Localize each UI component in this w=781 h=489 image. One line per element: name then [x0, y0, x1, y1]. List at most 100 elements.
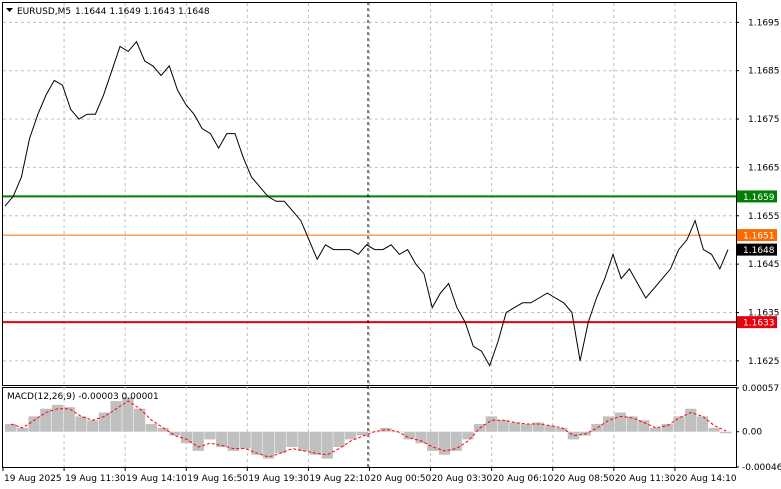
level-price-text: 1.1651	[743, 232, 775, 242]
x-tick-label: 19 Aug 19:30	[248, 474, 309, 484]
x-tick-label: 20 Aug 14:10	[676, 474, 737, 484]
symbol-label: EURUSD,M5	[17, 7, 71, 17]
macd-histogram-bar	[708, 427, 720, 432]
y-tick-label: 1.1665	[748, 163, 780, 173]
macd-histogram-bar	[5, 424, 17, 432]
macd-histogram-bar	[286, 431, 298, 448]
y-tick-label: 1.1655	[748, 212, 780, 222]
y-tick-label: 1.1625	[748, 357, 780, 367]
level-price-tag	[737, 316, 777, 329]
macd-histogram-bar	[626, 416, 638, 432]
macd-histogram-bar	[673, 416, 685, 432]
macd-tick-label: -0.00046	[742, 463, 781, 473]
time-axis[interactable]: 19 Aug 2025 19 Aug 11:30 19 Aug 14:10 19 Au…	[2, 467, 737, 484]
macd-histogram-bar	[110, 401, 122, 432]
macd-histogram-bar	[87, 420, 99, 432]
ohlc-readout: 1.1644 1.1649 1.1643 1.1648	[75, 7, 210, 17]
x-tick-label: 19 Aug 16:50	[187, 474, 248, 484]
triangle-down-icon[interactable]	[6, 8, 13, 12]
macd-histogram-bar	[239, 431, 251, 449]
macd-histogram-bar	[720, 431, 732, 434]
x-tick-label: 20 Aug 08:50	[554, 474, 615, 484]
horizontal-levels	[3, 195, 736, 324]
level-price-labels: 1.1659 1.1651 1.1633 1.1648	[737, 190, 777, 329]
macd-histogram-bar	[427, 431, 439, 451]
macd-histogram-bar	[157, 427, 169, 432]
macd-histogram-bar	[169, 431, 181, 436]
macd-histogram-bar	[51, 404, 64, 432]
macd-histogram-bar	[438, 431, 451, 455]
y-tick-label: 1.1675	[748, 115, 780, 125]
macd-histogram-bar	[380, 427, 392, 432]
macd-histogram-bar	[122, 397, 134, 432]
macd-histogram-bar	[75, 416, 87, 432]
level-price-tag	[737, 243, 777, 256]
macd-histogram-bar	[204, 431, 216, 440]
macd-signal-line	[10, 400, 727, 458]
macd-histogram-bar	[614, 412, 626, 432]
macd-histogram-bar	[98, 412, 111, 432]
macd-histogram-bar	[567, 431, 580, 440]
macd-histogram-bar	[274, 431, 286, 454]
macd-histogram-bar	[649, 427, 662, 432]
y-tick-label: 1.1645	[748, 260, 780, 270]
price-line	[4, 40, 729, 367]
x-tick-label: 20 Aug 03:30	[432, 474, 493, 484]
macd-histogram-bar	[603, 416, 615, 432]
x-tick-label: 20 Aug 00:50	[371, 474, 432, 484]
macd-histogram-bar	[532, 422, 544, 432]
macd-histogram-bar	[16, 427, 28, 432]
y-tick-label: 1.1695	[748, 18, 780, 28]
macd-histogram-bar	[638, 420, 650, 432]
macd-histogram-bar	[227, 431, 240, 451]
macd-histogram-bar	[497, 420, 509, 432]
macd-histogram-bar	[591, 424, 603, 432]
macd-histogram-bar	[333, 431, 345, 448]
macd-label: MACD(12,26,9) -0.00003 0.00001	[7, 392, 159, 402]
level-price-tag	[737, 229, 777, 242]
macd-histogram-bar	[544, 425, 556, 432]
x-tick-label: 20 Aug 06:10	[493, 474, 554, 484]
level-price-text: 1.1633	[743, 319, 775, 329]
macd-histogram-bar	[345, 431, 357, 440]
macd-histogram-bar	[262, 431, 275, 459]
level-price-text: 1.1648	[743, 246, 775, 256]
macd-histogram-bar	[520, 424, 533, 432]
y-tick-label: 1.1685	[748, 67, 780, 77]
macd-histogram-bar	[509, 422, 521, 432]
macd-histogram-bar	[298, 431, 310, 451]
macd-histogram-bar	[192, 431, 204, 451]
macd-histogram-bar	[462, 431, 474, 440]
price-series	[4, 40, 729, 367]
macd-histogram-bar	[251, 431, 263, 455]
grid-lines	[3, 3, 736, 467]
macd-histogram-bar	[28, 416, 40, 432]
level-price-text: 1.1659	[743, 193, 775, 203]
macd-histogram-bar	[145, 424, 157, 432]
macd-tick-label: 0.00057	[742, 384, 779, 394]
macd-histogram-bar	[40, 408, 52, 432]
macd-histogram-bar	[216, 431, 228, 448]
x-tick-label: 19 Aug 2025	[4, 474, 62, 484]
x-tick-label: 19 Aug 11:30	[65, 474, 126, 484]
macd-histogram-bar	[485, 416, 497, 432]
macd-histogram-bar	[321, 431, 333, 459]
macd-histogram-bar	[685, 408, 697, 432]
macd-histogram-bar	[403, 431, 415, 440]
macd-histogram-bar	[450, 431, 462, 451]
macd-series	[5, 397, 732, 459]
macd-histogram-bar	[661, 424, 673, 432]
macd-histogram-bar	[556, 427, 568, 432]
price-axis[interactable]: 1.1625 1.1635 1.1645 1.1655 1.1665 1.1675 1.16…	[736, 18, 780, 367]
macd-axis[interactable]: 0.00057 0.00 -0.00046	[736, 384, 781, 473]
macd-histogram-bar	[696, 416, 709, 432]
macd-histogram-bar	[356, 431, 368, 436]
macd-tick-label: 0.00	[742, 428, 762, 438]
x-tick-label: 19 Aug 14:10	[126, 474, 187, 484]
macd-histogram-bar	[309, 431, 322, 455]
macd-histogram-bar	[180, 431, 193, 444]
macd-histogram-bar	[63, 407, 75, 432]
y-tick-label: 1.1635	[748, 308, 780, 318]
x-tick-label: 20 Aug 11:30	[615, 474, 676, 484]
